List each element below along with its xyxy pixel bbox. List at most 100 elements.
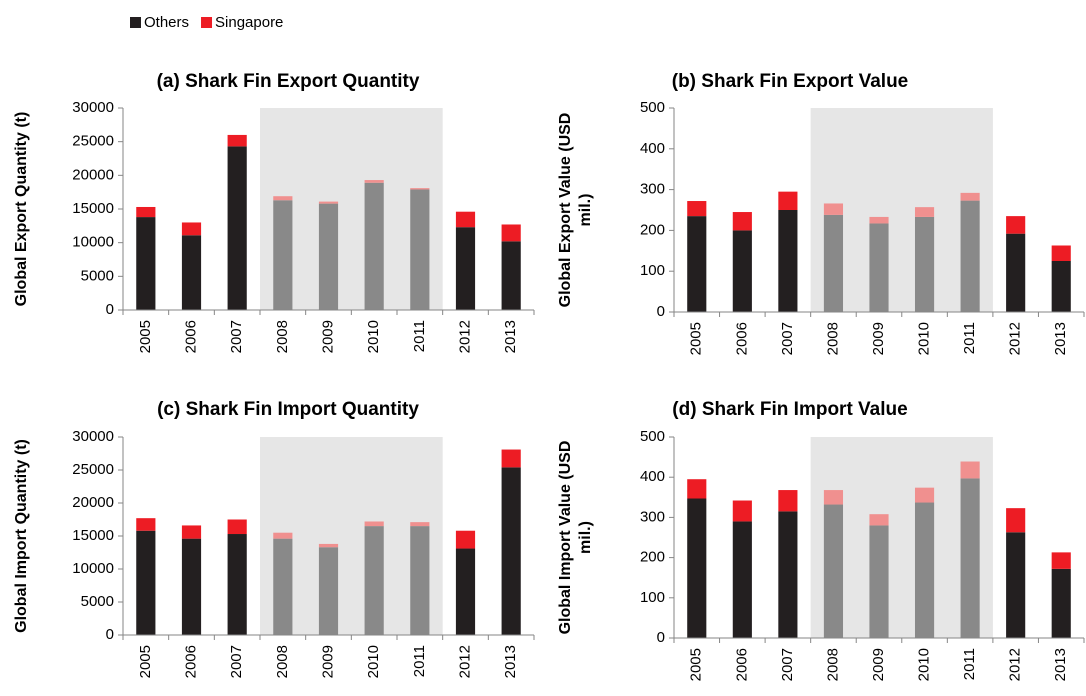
x-tick-label: 2012 [456, 320, 473, 353]
y-tick-label: 25000 [72, 461, 114, 478]
bar-segment [823, 203, 844, 215]
bar-segment [914, 487, 935, 503]
bar-segment [778, 490, 798, 512]
bar-segment [960, 478, 980, 638]
x-tick-label: 2007 [228, 320, 245, 353]
x-tick-label: 2008 [824, 322, 841, 355]
chart-title: (b) Shark Fin Export Value [672, 71, 909, 92]
bar-segment [455, 530, 476, 549]
bar-segment [1051, 568, 1071, 638]
bar-segment [732, 212, 752, 231]
x-tick-label: 2010 [365, 645, 382, 678]
y-tick-label: 15000 [72, 200, 114, 217]
bar-segment [823, 214, 844, 312]
x-tick-label: 2013 [1052, 322, 1069, 355]
y-tick-label: 30000 [72, 428, 114, 445]
x-tick-label: 2007 [779, 648, 796, 681]
bar-segment [318, 547, 339, 635]
x-tick-label: 2010 [916, 648, 933, 681]
y-tick-label: 20000 [72, 166, 114, 183]
y-tick-label: 400 [640, 140, 665, 157]
bar-segment [778, 511, 798, 638]
bar-segment [136, 217, 156, 310]
x-tick-label: 2013 [502, 645, 519, 678]
bar-segment [227, 134, 247, 147]
bar-segment [410, 189, 430, 310]
bar-segment [1006, 532, 1026, 638]
bar-segment [869, 525, 889, 638]
bar-segment [687, 479, 707, 499]
y-tick-label: 500 [640, 428, 665, 445]
x-tick-label: 2006 [182, 320, 199, 353]
x-tick-label: 2012 [1007, 648, 1024, 681]
y-tick-label: 0 [657, 629, 665, 646]
bar-segment [732, 500, 752, 522]
bar-segment [869, 216, 889, 224]
bar-segment [687, 201, 707, 217]
y-tick-label: 500 [640, 99, 665, 116]
bar-segment [778, 191, 798, 210]
bar-segment [455, 227, 476, 310]
bar-segment [364, 526, 384, 635]
y-tick-label: 0 [106, 626, 114, 643]
bar-segment [501, 449, 521, 468]
bar-segment [410, 522, 430, 527]
y-tick-label: 300 [640, 508, 665, 525]
x-tick-label: 2005 [137, 320, 154, 353]
legend-swatch [130, 17, 141, 28]
bar-segment [687, 216, 707, 312]
bar-segment [410, 526, 430, 635]
bar-segment [364, 182, 384, 310]
bar-segment [960, 200, 980, 312]
bar-segment [960, 461, 980, 479]
x-tick-label: 2009 [319, 645, 336, 678]
bar-segment [1006, 216, 1026, 234]
x-tick-label: 2011 [411, 645, 428, 677]
y-tick-label: 0 [106, 301, 114, 318]
bar-segment [318, 201, 339, 204]
bar-segment [181, 222, 202, 236]
y-axis-label: Global Export Quantity (t) [13, 112, 30, 307]
x-tick-label: 2007 [228, 645, 245, 678]
bar-segment [273, 200, 293, 310]
bar-segment [823, 490, 844, 505]
bar-segment [136, 530, 156, 635]
y-tick-label: 5000 [81, 593, 114, 610]
bar-segment [1051, 552, 1071, 569]
y-tick-label: 200 [640, 549, 665, 566]
x-tick-label: 2006 [733, 322, 750, 355]
bar-segment [869, 223, 889, 312]
x-tick-label: 2009 [319, 320, 336, 353]
bar-segment [732, 521, 752, 638]
x-tick-label: 2006 [733, 648, 750, 681]
y-axis-label: Global Import Value (USD [557, 441, 574, 635]
bar-segment [1006, 508, 1026, 533]
chart-title: (a) Shark Fin Export Quantity [157, 71, 420, 92]
y-tick-label: 100 [640, 262, 665, 279]
chart-title: (c) Shark Fin Import Quantity [157, 399, 419, 420]
bar-segment [318, 203, 339, 310]
y-tick-label: 10000 [72, 560, 114, 577]
y-tick-label: 10000 [72, 234, 114, 251]
x-tick-label: 2011 [961, 322, 978, 354]
x-tick-label: 2005 [137, 645, 154, 678]
y-axis-label: mil.) [577, 521, 594, 554]
legend-label: Singapore [215, 14, 283, 31]
bar-segment [869, 514, 889, 526]
x-tick-label: 2005 [688, 322, 705, 355]
bar-segment [136, 206, 156, 218]
x-tick-label: 2008 [274, 320, 291, 353]
y-tick-label: 5000 [81, 267, 114, 284]
x-tick-label: 2010 [916, 322, 933, 355]
bar-segment [318, 543, 339, 548]
bar-segment [501, 224, 521, 242]
y-tick-label: 300 [640, 181, 665, 198]
bar-segment [273, 532, 293, 539]
x-tick-label: 2013 [502, 320, 519, 353]
y-tick-label: 0 [657, 303, 665, 320]
x-tick-label: 2009 [870, 322, 887, 355]
x-tick-label: 2011 [961, 648, 978, 680]
bar-segment [273, 196, 293, 201]
bar-segment [914, 216, 935, 312]
